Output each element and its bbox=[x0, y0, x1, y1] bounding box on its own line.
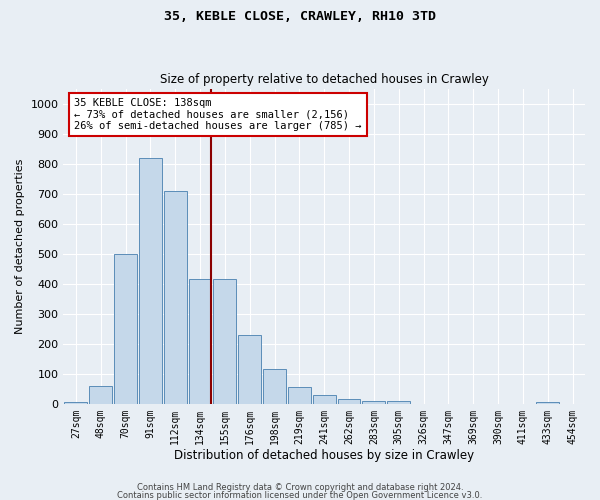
Bar bbox=[164, 190, 187, 404]
Bar bbox=[114, 254, 137, 404]
Bar bbox=[188, 279, 211, 404]
Title: Size of property relative to detached houses in Crawley: Size of property relative to detached ho… bbox=[160, 73, 488, 86]
Bar bbox=[536, 402, 559, 404]
Text: Contains public sector information licensed under the Open Government Licence v3: Contains public sector information licen… bbox=[118, 491, 482, 500]
Bar bbox=[64, 402, 87, 404]
Bar bbox=[362, 401, 385, 404]
Text: 35 KEBLE CLOSE: 138sqm
← 73% of detached houses are smaller (2,156)
26% of semi-: 35 KEBLE CLOSE: 138sqm ← 73% of detached… bbox=[74, 98, 361, 131]
Text: 35, KEBLE CLOSE, CRAWLEY, RH10 3TD: 35, KEBLE CLOSE, CRAWLEY, RH10 3TD bbox=[164, 10, 436, 23]
Bar bbox=[313, 395, 335, 404]
Text: Contains HM Land Registry data © Crown copyright and database right 2024.: Contains HM Land Registry data © Crown c… bbox=[137, 484, 463, 492]
Bar bbox=[387, 401, 410, 404]
Y-axis label: Number of detached properties: Number of detached properties bbox=[15, 158, 25, 334]
Bar bbox=[288, 388, 311, 404]
Bar bbox=[139, 158, 162, 404]
Bar bbox=[263, 370, 286, 404]
Bar bbox=[238, 335, 261, 404]
Bar bbox=[89, 386, 112, 404]
Bar bbox=[338, 400, 361, 404]
Bar bbox=[214, 279, 236, 404]
X-axis label: Distribution of detached houses by size in Crawley: Distribution of detached houses by size … bbox=[174, 450, 474, 462]
